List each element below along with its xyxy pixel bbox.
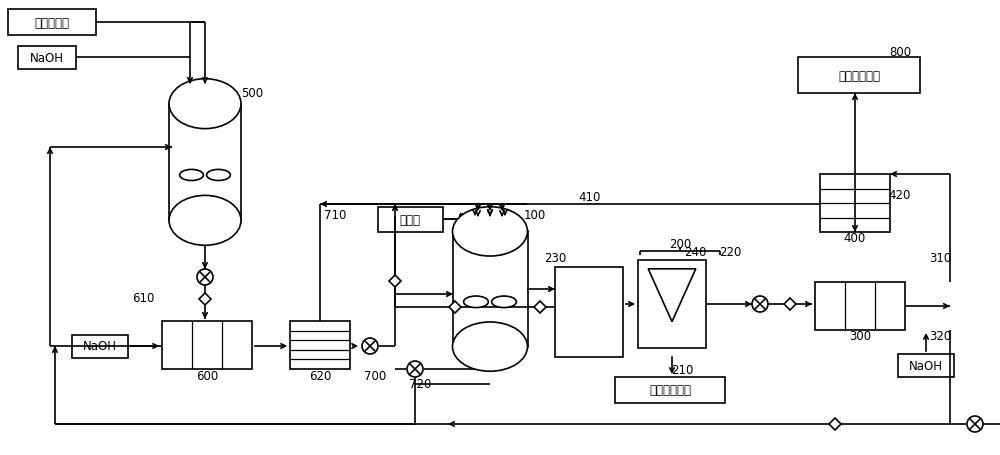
Text: 210: 210 (671, 363, 693, 376)
Ellipse shape (492, 296, 516, 308)
Bar (615, 377, 725, 403)
Text: 610: 610 (132, 291, 154, 304)
Bar (638, 260, 706, 348)
Bar (290, 321, 350, 369)
Text: 单氯氨: 单氯氨 (400, 213, 420, 226)
Text: 100: 100 (524, 208, 546, 221)
Text: 甲氨基乙腈: 甲氨基乙腈 (34, 16, 70, 30)
Text: 410: 410 (579, 190, 601, 203)
Ellipse shape (169, 196, 241, 246)
Bar (798, 58, 920, 94)
Text: NaOH: NaOH (30, 51, 64, 64)
Polygon shape (648, 269, 696, 322)
Ellipse shape (452, 207, 528, 257)
Text: 700: 700 (364, 369, 386, 382)
Ellipse shape (180, 170, 203, 181)
Bar (452, 232, 528, 347)
Text: 320: 320 (929, 330, 951, 343)
Polygon shape (829, 418, 841, 430)
Text: NaOH: NaOH (83, 340, 117, 353)
Text: 一水肌酸成品: 一水肌酸成品 (649, 384, 691, 397)
Text: 420: 420 (889, 188, 911, 201)
Bar (162, 321, 252, 369)
Ellipse shape (464, 296, 488, 308)
Text: 220: 220 (719, 245, 741, 258)
Text: 800: 800 (889, 46, 911, 58)
Circle shape (362, 338, 378, 354)
Text: 620: 620 (309, 369, 331, 382)
Ellipse shape (207, 170, 230, 181)
Bar (815, 283, 905, 330)
Circle shape (407, 361, 423, 377)
Circle shape (967, 416, 983, 432)
Text: 710: 710 (324, 208, 346, 221)
Circle shape (197, 269, 213, 285)
Bar (898, 354, 954, 377)
Text: 310: 310 (929, 251, 951, 264)
Text: 230: 230 (544, 251, 566, 264)
Ellipse shape (169, 80, 241, 129)
Bar (18, 47, 76, 70)
Bar (8, 10, 96, 36)
Text: 600: 600 (196, 369, 218, 382)
Text: 300: 300 (849, 330, 871, 343)
Bar (72, 335, 128, 358)
Text: 肥料生产系统: 肥料生产系统 (838, 69, 880, 82)
Text: NaOH: NaOH (909, 359, 943, 372)
Polygon shape (449, 301, 461, 313)
Ellipse shape (452, 322, 528, 371)
Text: 200: 200 (669, 238, 691, 251)
Text: 500: 500 (241, 86, 263, 99)
Bar (555, 268, 623, 357)
Polygon shape (389, 275, 401, 288)
Bar (169, 105, 241, 221)
Text: 240: 240 (684, 245, 706, 258)
Bar (378, 207, 443, 233)
Polygon shape (199, 293, 211, 305)
Text: 400: 400 (844, 231, 866, 244)
Bar (820, 175, 890, 233)
Circle shape (752, 296, 768, 312)
Polygon shape (534, 301, 546, 313)
Text: 720: 720 (409, 378, 431, 391)
Polygon shape (784, 298, 796, 310)
